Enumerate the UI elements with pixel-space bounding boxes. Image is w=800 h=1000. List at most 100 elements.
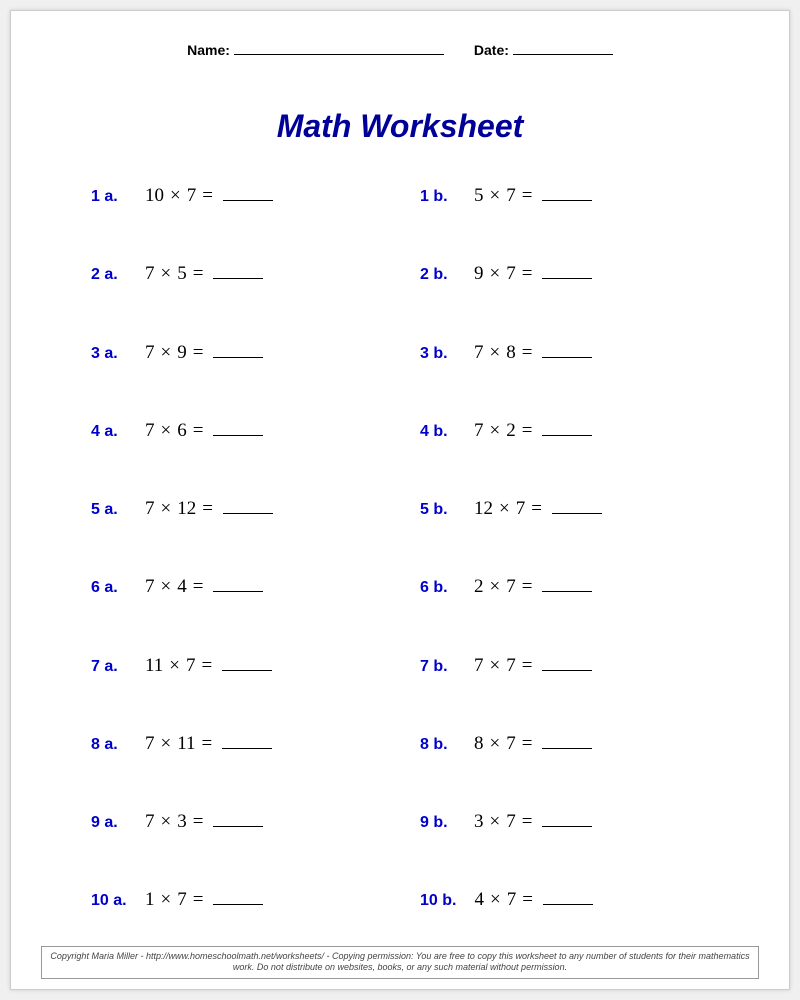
- answer-blank[interactable]: [213, 357, 263, 358]
- problem-8b: 8 b.8×7=: [420, 733, 729, 769]
- copyright-footer: Copyright Maria Miller - http://www.home…: [41, 946, 759, 979]
- operator: ×: [161, 498, 172, 520]
- operator: ×: [161, 420, 172, 442]
- equals-sign: =: [522, 263, 533, 285]
- answer-blank[interactable]: [213, 826, 263, 827]
- equals-sign: =: [193, 263, 204, 285]
- problem-9b: 9 b.3×7=: [420, 811, 729, 847]
- operand-a: 1: [145, 889, 155, 911]
- problem-expression: 7×5=: [145, 263, 263, 285]
- problem-7a: 7 a.11×7=: [91, 655, 400, 691]
- answer-blank[interactable]: [542, 591, 592, 592]
- problem-1b: 1 b.5×7=: [420, 185, 729, 221]
- equals-sign: =: [193, 811, 204, 833]
- operator: ×: [490, 420, 501, 442]
- answer-blank[interactable]: [542, 278, 592, 279]
- problem-label: 3 a.: [91, 345, 127, 363]
- operator: ×: [161, 811, 172, 833]
- problem-label: 4 a.: [91, 423, 127, 441]
- name-blank[interactable]: [234, 41, 444, 55]
- operand-b: 7: [186, 655, 196, 677]
- equals-sign: =: [522, 342, 533, 364]
- operand-a: 2: [474, 576, 484, 598]
- problem-label: 5 b.: [420, 501, 456, 519]
- problem-expression: 8×7=: [474, 733, 592, 755]
- name-field: Name:: [187, 41, 444, 58]
- answer-blank[interactable]: [542, 200, 592, 201]
- operator: ×: [161, 576, 172, 598]
- date-blank[interactable]: [513, 41, 613, 55]
- answer-blank[interactable]: [213, 435, 263, 436]
- answer-blank[interactable]: [543, 904, 593, 905]
- operand-a: 7: [145, 263, 155, 285]
- operand-b: 2: [506, 420, 516, 442]
- answer-blank[interactable]: [542, 670, 592, 671]
- problem-label: 10 a.: [91, 892, 127, 910]
- answer-blank[interactable]: [542, 357, 592, 358]
- equals-sign: =: [193, 576, 204, 598]
- operand-b: 7: [177, 889, 187, 911]
- problem-5b: 5 b. 12×7=: [420, 498, 729, 534]
- problem-5a: 5 a.7×12=: [91, 498, 400, 534]
- equals-sign: =: [522, 655, 533, 677]
- operand-a: 11: [145, 655, 163, 677]
- operand-a: 3: [474, 811, 484, 833]
- equals-sign: =: [193, 420, 204, 442]
- operand-a: 7: [145, 420, 155, 442]
- answer-blank[interactable]: [223, 513, 273, 514]
- operand-a: 9: [474, 263, 484, 285]
- operator: ×: [490, 811, 501, 833]
- equals-sign: =: [522, 576, 533, 598]
- problem-expression: 10×7=: [145, 185, 273, 207]
- operator: ×: [490, 263, 501, 285]
- equals-sign: =: [531, 498, 542, 520]
- problem-label: 1 a.: [91, 188, 127, 206]
- operator: ×: [490, 733, 501, 755]
- operand-b: 12: [177, 498, 196, 520]
- problem-label: 4 b.: [420, 423, 456, 441]
- operator: ×: [161, 733, 172, 755]
- answer-blank[interactable]: [542, 435, 592, 436]
- operand-b: 7: [506, 263, 516, 285]
- problem-expression: 7×7=: [474, 655, 592, 677]
- answer-blank[interactable]: [542, 748, 592, 749]
- operator: ×: [161, 342, 172, 364]
- operand-b: 4: [177, 576, 187, 598]
- answer-blank[interactable]: [213, 591, 263, 592]
- problem-4b: 4 b. 7×2=: [420, 420, 729, 456]
- problem-4a: 4 a.7×6=: [91, 420, 400, 456]
- problem-8a: 8 a.7×11=: [91, 733, 400, 769]
- operand-a: 7: [145, 342, 155, 364]
- operator: ×: [490, 655, 501, 677]
- answer-blank[interactable]: [552, 513, 602, 514]
- date-label: Date:: [474, 42, 509, 58]
- problem-expression: 12×7=: [474, 498, 602, 520]
- answer-blank[interactable]: [542, 826, 592, 827]
- worksheet-title: Math Worksheet: [41, 108, 759, 145]
- operand-b: 5: [177, 263, 187, 285]
- operator: ×: [161, 889, 172, 911]
- problem-expression: 7×2=: [474, 420, 592, 442]
- header-line: Name: Date:: [41, 41, 759, 58]
- operand-b: 7: [507, 889, 517, 911]
- answer-blank[interactable]: [222, 748, 272, 749]
- problem-expression: 7×9=: [145, 342, 263, 364]
- operand-b: 7: [506, 576, 516, 598]
- problem-2b: 2 b.9×7=: [420, 263, 729, 299]
- operand-b: 11: [177, 733, 195, 755]
- problem-expression: 1×7=: [145, 889, 263, 911]
- operand-a: 7: [145, 811, 155, 833]
- answer-blank[interactable]: [213, 278, 263, 279]
- answer-blank[interactable]: [222, 670, 272, 671]
- operator: ×: [170, 185, 181, 207]
- problem-label: 10 b.: [420, 892, 456, 910]
- problem-label: 8 a.: [91, 736, 127, 754]
- problem-2a: 2 a.7×5=: [91, 263, 400, 299]
- problem-label: 1 b.: [420, 188, 456, 206]
- answer-blank[interactable]: [213, 904, 263, 905]
- answer-blank[interactable]: [223, 200, 273, 201]
- problem-expression: 7×6=: [145, 420, 263, 442]
- problem-9a: 9 a.7×3=: [91, 811, 400, 847]
- operand-a: 10: [145, 185, 164, 207]
- problem-expression: 7×4=: [145, 576, 263, 598]
